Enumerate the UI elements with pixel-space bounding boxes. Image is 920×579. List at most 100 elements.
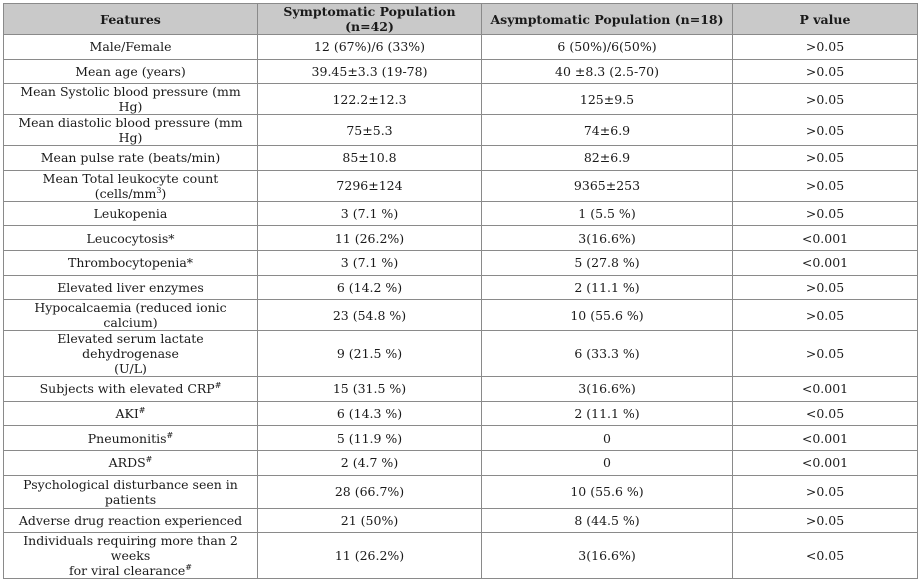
feature-cell: ARDS#: [3, 449, 258, 476]
header-features: Features: [3, 3, 258, 35]
header-asymptomatic: Asymptomatic Population (n=18): [481, 3, 733, 35]
p-value-cell: >0.05: [732, 274, 918, 301]
symptomatic-cell: 75±5.3: [257, 114, 482, 147]
p-value-cell: <0.05: [732, 532, 918, 579]
p-value-cell: >0.05: [732, 169, 918, 202]
symptomatic-cell: 21 (50%): [257, 507, 482, 534]
p-value-cell: >0.05: [732, 114, 918, 147]
p-value-cell: >0.05: [732, 83, 918, 116]
p-value-cell: >0.05: [732, 507, 918, 534]
symptomatic-cell: 2 (4.7 %): [257, 449, 482, 476]
symptomatic-cell: 7296±124: [257, 169, 482, 202]
asymptomatic-cell: 3(16.6%): [481, 225, 733, 251]
header-p-value: P value: [732, 3, 918, 35]
feature-label: Mean diastolic blood pressure (mm Hg): [18, 115, 243, 146]
asymptomatic-cell: 6 (50%)/6(50%): [481, 34, 733, 60]
feature-cell: Thrombocytopenia*: [3, 249, 258, 276]
asymptomatic-cell: 0: [481, 425, 733, 451]
table-row: Individuals requiring more than 2 weeks f…: [3, 532, 918, 579]
p-value-cell: <0.001: [732, 225, 918, 251]
p-value-cell: >0.05: [732, 145, 918, 171]
feature-label-line2: for viral clearance: [69, 563, 186, 579]
table-row: Adverse drug reaction experienced 21 (50%…: [3, 507, 918, 534]
feature-superscript: 3: [156, 185, 162, 195]
feature-cell: Mean Total leukocyte count (cells/mm3): [3, 169, 258, 202]
asymptomatic-cell: 9365±253: [481, 169, 733, 202]
feature-label: Mean age (years): [75, 63, 186, 79]
asymptomatic-cell: 3(16.6%): [481, 376, 733, 402]
symptomatic-cell: 28 (66.7%): [257, 474, 482, 509]
feature-label: Adverse drug reaction experienced: [18, 512, 243, 528]
table-row: Mean Systolic blood pressure (mm Hg) 122.…: [3, 83, 918, 116]
symptomatic-cell: 122.2±12.3: [257, 83, 482, 116]
asymptomatic-cell: 10 (55.6 %): [481, 474, 733, 509]
feature-cell: AKI#: [3, 400, 258, 427]
feature-label: Hypocalcaemia (reduced ionic calcium): [34, 300, 227, 331]
feature-superscript: #: [166, 430, 174, 440]
asymptomatic-cell: 3(16.6%): [481, 532, 733, 579]
feature-superscript: #: [138, 405, 146, 415]
feature-label: Mean Total leukocyte count (cells/mm: [42, 170, 219, 201]
table-row: Subjects with elevated CRP# 15 (31.5 %) 3(…: [3, 376, 918, 402]
p-value-cell: >0.05: [732, 330, 918, 378]
table-row: Leukopenia 3 (7.1 %) 1 (5.5 %) >0.05: [3, 200, 918, 227]
table-row: Leucocytosis* 11 (26.2%) 3(16.6%) <0.001: [3, 225, 918, 251]
feature-label: Elevated serum lactate dehydrogenase: [57, 331, 204, 362]
feature-label: Thrombocytopenia*: [67, 255, 194, 271]
feature-cell: Mean pulse rate (beats/min): [3, 145, 258, 171]
asymptomatic-cell: 2 (11.1 %): [481, 400, 733, 427]
p-value-cell: >0.05: [732, 34, 918, 60]
symptomatic-cell: 3 (7.1 %): [257, 249, 482, 276]
symptomatic-cell: 23 (54.8 %): [257, 299, 482, 332]
feature-label: Elevated liver enzymes: [57, 279, 204, 295]
table-row: ARDS# 2 (4.7 %) 0 <0.001: [3, 449, 918, 476]
feature-cell: Leukopenia: [3, 200, 258, 227]
feature-superscript: #: [214, 381, 222, 391]
asymptomatic-cell: 8 (44.5 %): [481, 507, 733, 534]
asymptomatic-cell: 5 (27.8 %): [481, 249, 733, 276]
feature-label-line2: (U/L): [114, 361, 147, 377]
asymptomatic-cell: 82±6.9: [481, 145, 733, 171]
header-symptomatic: Symptomatic Population (n=42): [257, 3, 482, 35]
asymptomatic-cell: 1 (5.5 %): [481, 200, 733, 227]
table-header-row: Features Symptomatic Population (n=42) A…: [3, 3, 918, 35]
clinical-features-table: Features Symptomatic Population (n=42) A…: [3, 3, 918, 579]
symptomatic-cell: 3 (7.1 %): [257, 200, 482, 227]
feature-superscript: #: [185, 562, 192, 572]
table-row: Mean Total leukocyte count (cells/mm3) 72…: [3, 169, 918, 202]
feature-label: ARDS: [108, 455, 146, 471]
feature-label: Mean pulse rate (beats/min): [40, 150, 221, 166]
feature-label: Pneumonitis: [87, 430, 167, 446]
feature-cell: Mean Systolic blood pressure (mm Hg): [3, 83, 258, 116]
symptomatic-cell: 12 (67%)/6 (33%): [257, 34, 482, 60]
feature-cell: Individuals requiring more than 2 weeks f…: [3, 532, 258, 579]
symptomatic-cell: 39.45±3.3 (19-78): [257, 58, 482, 85]
feature-cell: Pneumonitis#: [3, 425, 258, 451]
feature-superscript: #: [145, 455, 153, 465]
feature-cell: Adverse drug reaction experienced: [3, 507, 258, 534]
symptomatic-cell: 11 (26.2%): [257, 532, 482, 579]
asymptomatic-cell: 10 (55.6 %): [481, 299, 733, 332]
feature-cell: Leucocytosis*: [3, 225, 258, 251]
asymptomatic-cell: 2 (11.1 %): [481, 274, 733, 301]
table-body: Male/Female 12 (67%)/6 (33%) 6 (50%)/6(50%…: [3, 34, 918, 579]
table-row: Male/Female 12 (67%)/6 (33%) 6 (50%)/6(50%…: [3, 34, 918, 60]
table-row: AKI# 6 (14.3 %) 2 (11.1 %) <0.05: [3, 400, 918, 427]
feature-label-line2: patients: [104, 491, 157, 507]
feature-label: Leucocytosis*: [86, 230, 175, 246]
table-row: Mean age (years) 39.45±3.3 (19-78) 40 ±8.3…: [3, 58, 918, 85]
feature-label: AKI: [115, 406, 139, 422]
feature-cell: Subjects with elevated CRP#: [3, 376, 258, 402]
feature-label-suffix: ): [161, 185, 167, 201]
symptomatic-cell: 85±10.8: [257, 145, 482, 171]
feature-cell: Mean age (years): [3, 58, 258, 85]
asymptomatic-cell: 0: [481, 449, 733, 476]
feature-cell: Hypocalcaemia (reduced ionic calcium): [3, 299, 258, 332]
p-value-cell: >0.05: [732, 474, 918, 509]
feature-cell: Male/Female: [3, 34, 258, 60]
p-value-cell: <0.001: [732, 376, 918, 402]
table-row: Thrombocytopenia* 3 (7.1 %) 5 (27.8 %) <0.0…: [3, 249, 918, 276]
p-value-cell: >0.05: [732, 58, 918, 85]
asymptomatic-cell: 40 ±8.3 (2.5-70): [481, 58, 733, 85]
p-value-cell: <0.05: [732, 400, 918, 427]
